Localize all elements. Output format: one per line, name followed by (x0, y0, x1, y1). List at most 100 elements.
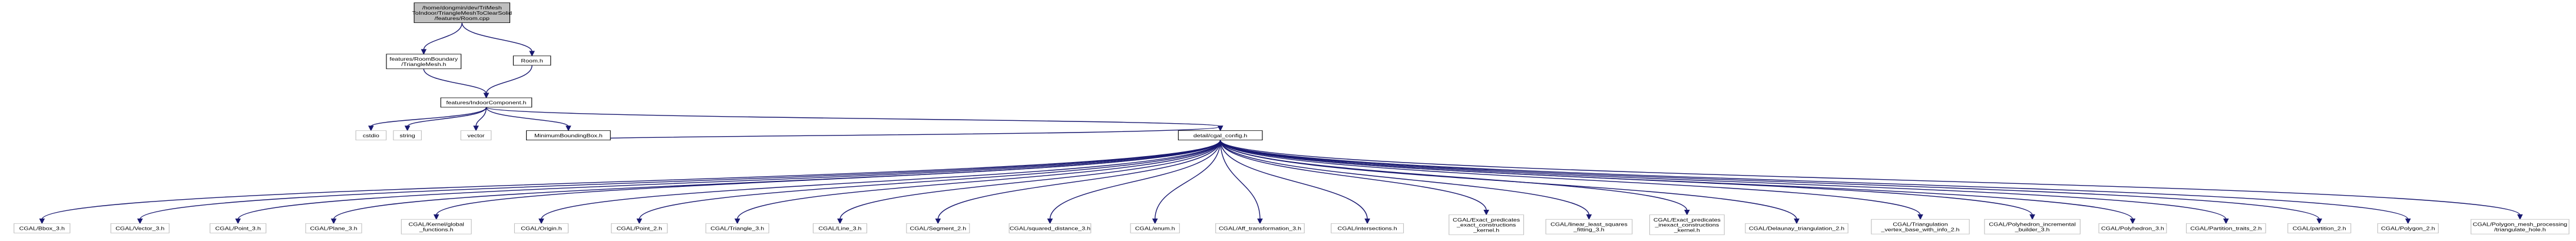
node-label: Room.h (521, 58, 543, 64)
node-label: /home/dongmin/dev/TriMesh (422, 5, 502, 11)
node-cgal-triangle-3-h[interactable]: CGAL/Triangle_3.h (705, 223, 769, 233)
node-box (1130, 223, 1180, 233)
node-features-room-cpp[interactable]: /home/dongmin/dev/TriMeshToIndoor/Triang… (412, 2, 512, 23)
node-box (2098, 223, 2167, 233)
node-cgal-vector-3-h[interactable]: CGAL/Vector_3.h (110, 223, 170, 233)
edge-detail-cgal-config-h--cgal-triangulation-vertex-base-with-info-2-h (1219, 140, 1921, 216)
node-label: CGAL/Delaunay_triangulation_2.h (1749, 226, 1844, 232)
node-cgal-intersections-h[interactable]: CGAL/intersections.h (1331, 223, 1404, 233)
edge-arrowhead (2517, 214, 2523, 220)
node-label: CGAL/Partition_traits_2.h (2190, 226, 2261, 232)
edge-detail-cgal-config-h--cgal-intersections-h (1219, 140, 1368, 220)
node-cgal-partition-traits-2-h[interactable]: CGAL/Partition_traits_2.h (2185, 223, 2266, 233)
edge-indoor-component-h--cstdio (371, 107, 487, 127)
node-box (414, 2, 511, 23)
node-label: _vertex_base_with_info_2.h (1880, 227, 1959, 233)
edge-arrowhead (2405, 218, 2411, 225)
node-box (1331, 223, 1404, 233)
node-box (1745, 223, 1848, 233)
node-label: CGAL/Vector_3.h (115, 226, 164, 232)
node-box (526, 130, 611, 141)
node-cgal-polyhedron-3-h[interactable]: CGAL/Polyhedron_3.h (2098, 223, 2167, 233)
node-cgal-point-3-h[interactable]: CGAL/Point_3.h (209, 223, 267, 233)
node-label: CGAL/Bbox_3.h (19, 226, 65, 232)
node-cgal-point-2-h[interactable]: CGAL/Point_2.h (611, 223, 668, 233)
node-detail-cgal-config-h[interactable]: detail/cgal_config.h (1178, 130, 1263, 141)
node-cgal-triangulation-vertex-base-with-info-2-h[interactable]: CGAL/Triangulation_vertex_base_with_info… (1871, 219, 1970, 235)
node-label: CGAL/Segment_2.h (910, 226, 967, 232)
edge-arrowhead (837, 218, 843, 225)
edge-detail-cgal-config-h--cgal-enum-h (1155, 140, 1221, 220)
node-box (2471, 219, 2570, 235)
node-cgal-epec-h[interactable]: CGAL/Exact_predicates_exact_construction… (1449, 214, 1525, 235)
node-room-boundary-trianglemesh-h[interactable]: features/RoomBoundary/TriangleMesh.h (386, 54, 462, 70)
node-label: _builder_3.h (2015, 227, 2050, 233)
node-label: vector (468, 133, 485, 138)
edge-arrowhead (235, 218, 241, 225)
node-box (906, 223, 970, 233)
node-cgal-linear-least-squares-fitting-3-h[interactable]: CGAL/linear_least_squares_fitting_3.h (1545, 219, 1633, 235)
node-cgal-partition-2-h[interactable]: CGAL/partition_2.h (2287, 223, 2352, 233)
node-minimum-bounding-box-h[interactable]: MinimumBoundingBox.h (526, 130, 611, 141)
edge-arrowhead (1217, 126, 1223, 131)
edge-detail-cgal-config-h--cgal-aff-transformation-3-h (1219, 140, 1261, 220)
edge-detail-cgal-config-h--cgal-segment-2-h (937, 140, 1221, 220)
node-cgal-epic-h[interactable]: CGAL/Exact_predicates_inexact_constructi… (1649, 214, 1725, 235)
node-box (512, 55, 551, 66)
node-cgal-squared-distance-3-h[interactable]: CGAL/squared_distance_3.h (1008, 223, 1092, 233)
node-box (1449, 214, 1525, 235)
node-cgal-segment-2-h[interactable]: CGAL/Segment_2.h (906, 223, 970, 233)
edge-arrowhead (1684, 210, 1690, 216)
edge-arrowhead (433, 214, 439, 220)
node-cgal-delaunay-triangulation-2-h[interactable]: CGAL/Delaunay_triangulation_2.h (1745, 223, 1848, 233)
edge-indoor-component-h--minimum-bounding-box-h (485, 107, 569, 127)
edge-arrowhead (538, 218, 544, 225)
edge-detail-cgal-config-h--cgal-partition-2-h (1219, 140, 2320, 220)
node-cgal-pmp-triangulate-hole-h[interactable]: CGAL/Polygon_mesh_processing/triangulate… (2471, 219, 2570, 235)
node-label: CGAL/Line_3.h (818, 226, 861, 232)
node-cgal-kernel-global-functions-h[interactable]: CGAL/Kernel/global_functions.h (401, 219, 472, 235)
node-box (1178, 130, 1263, 141)
node-cgal-polyhedron-incremental-builder-3-h[interactable]: CGAL/Polyhedron_incremental_builder_3.h (1984, 219, 2081, 235)
node-cgal-line-3-h[interactable]: CGAL/Line_3.h (812, 223, 868, 233)
node-label: /triangulate_hole.h (2494, 227, 2546, 233)
node-string[interactable]: string (393, 130, 422, 141)
node-cgal-origin-h[interactable]: CGAL/Origin.h (514, 223, 569, 233)
edge-detail-cgal-config-h--cgal-point-3-h (237, 140, 1221, 220)
node-box (209, 223, 267, 233)
edge-arrowhead (1257, 218, 1263, 225)
node-label: CGAL/Polyhedron_incremental (1989, 222, 2075, 227)
node-cgal-plane-3-h[interactable]: CGAL/Plane_3.h (305, 223, 362, 233)
edge-arrowhead (404, 126, 411, 131)
node-cgal-polygon-2-h[interactable]: CGAL/Polygon_2.h (2377, 223, 2439, 233)
edge-arrowhead (483, 93, 490, 99)
edge-arrowhead (368, 126, 374, 131)
node-box (355, 130, 387, 141)
node-box (1215, 223, 1305, 233)
node-box (460, 130, 492, 141)
edge-detail-cgal-config-h--cgal-line-3-h (839, 140, 1221, 220)
node-label: _exact_constructions (1456, 223, 1516, 228)
edge-arrowhead (1586, 214, 1592, 220)
node-cgal-aff-transformation-3-h[interactable]: CGAL/Aff_transformation_3.h (1215, 223, 1305, 233)
node-box (2377, 223, 2439, 233)
node-room-h[interactable]: Room.h (512, 55, 551, 66)
node-indoor-component-h[interactable]: features/IndoorComponent.h (440, 97, 533, 108)
edge-detail-cgal-config-h--cgal-triangle-3-h (736, 140, 1221, 220)
node-box (1545, 219, 1633, 235)
node-cgal-bbox-3-h[interactable]: CGAL/Bbox_3.h (14, 223, 71, 233)
node-label: detail/cgal_config.h (1193, 133, 1248, 138)
node-box (386, 54, 462, 70)
edge-arrowhead (1364, 218, 1370, 225)
node-label: features/IndoorComponent.h (446, 100, 526, 105)
node-cstdio[interactable]: cstdio (355, 130, 387, 141)
node-label: CGAL/linear_least_squares (1550, 222, 1628, 227)
node-box (1649, 214, 1725, 235)
node-label: CGAL/enum.h (1135, 226, 1175, 232)
node-vector[interactable]: vector (460, 130, 492, 141)
edge-detail-cgal-config-h--cgal-delaunay-triangulation-2-h (1219, 140, 1797, 220)
node-cgal-enum-h[interactable]: CGAL/enum.h (1130, 223, 1180, 233)
node-label: cstdio (363, 133, 379, 138)
edge-detail-cgal-config-h--cgal-partition-traits-2-h (1219, 140, 2227, 220)
edge-arrowhead (39, 218, 45, 225)
